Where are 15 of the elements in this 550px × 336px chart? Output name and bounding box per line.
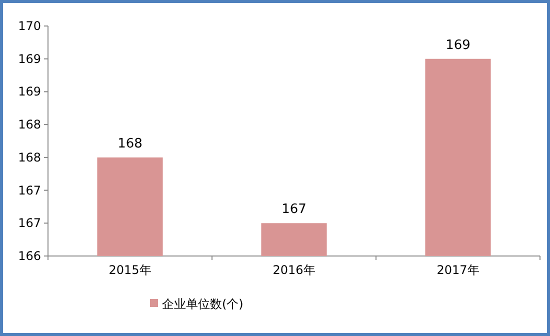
y-tick-label: 167: [18, 216, 41, 230]
data-label: 169: [446, 38, 470, 53]
data-label: 167: [282, 202, 306, 218]
y-tick-label: 168: [18, 150, 41, 164]
x-tick-label: 2016年: [272, 263, 316, 277]
data-label: 168: [118, 136, 142, 152]
y-tick-label: 167: [18, 183, 41, 198]
y-tick-label: 169: [18, 52, 41, 66]
y-tick-label: 168: [18, 118, 41, 132]
y-tick-label: 166: [18, 249, 41, 263]
legend-label: 企业单位数(个): [162, 297, 244, 311]
x-tick-label: 2015年: [108, 263, 152, 277]
x-tick-label: 2017年: [436, 263, 480, 277]
y-tick-label: 170: [18, 19, 41, 33]
y-tick-label: 169: [18, 84, 41, 99]
